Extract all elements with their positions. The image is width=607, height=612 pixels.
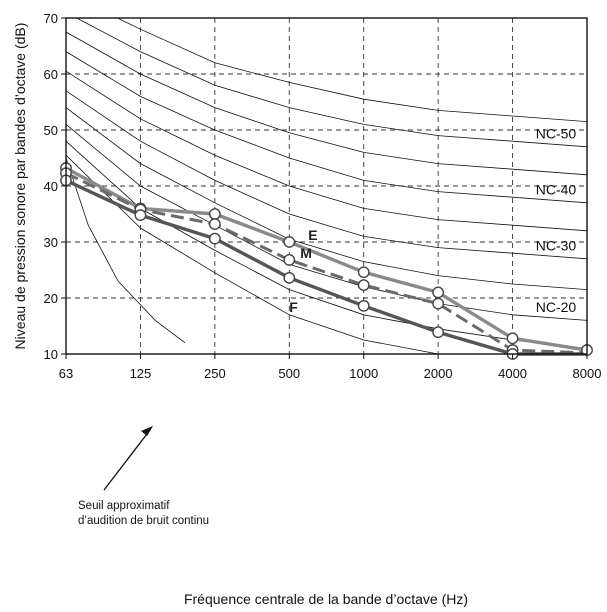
y-tick-label: 50 — [44, 123, 58, 138]
x-tick-label: 1000 — [349, 366, 378, 381]
nc-curve-line — [66, 70, 587, 232]
series-point-m — [208, 218, 221, 230]
threshold-curve-line — [66, 157, 186, 344]
annotation-line-2: d’audition de bruit continu — [78, 515, 209, 527]
x-tick-label: 8000 — [573, 366, 602, 381]
series-point-e — [432, 286, 445, 299]
nc-curve-line — [66, 124, 587, 321]
nc-curve-label: NC-20 — [536, 299, 577, 315]
nc-curve-line — [66, 154, 587, 354]
x-tick-label: 500 — [278, 366, 300, 381]
x-tick-label: 125 — [130, 366, 152, 381]
x-tick-label: 250 — [204, 366, 226, 381]
series-point-f — [208, 232, 221, 245]
annotation-line-1: Seuil approximatif — [78, 500, 170, 512]
series-point-f — [357, 299, 370, 312]
measured-series: EM F — [60, 162, 593, 360]
y-tick-label: 40 — [44, 179, 58, 194]
series-label-e: E — [308, 227, 317, 243]
series-point-e — [357, 266, 370, 279]
nc-curve-line — [66, 31, 587, 176]
y-tick-label: 30 — [44, 235, 58, 250]
x-tick-label: 63 — [59, 366, 73, 381]
y-tick-label: 20 — [44, 291, 58, 306]
nc-curve-label: NC-40 — [536, 182, 577, 198]
annotation-arrow — [103, 429, 151, 491]
series-point-m — [283, 254, 296, 266]
y-tick-label: 10 — [44, 347, 58, 362]
nc-curve-line — [66, 51, 587, 204]
series-point-e — [208, 208, 221, 220]
nc-curve-line — [116, 18, 587, 122]
series-point-f — [134, 209, 147, 222]
series-point-m — [357, 279, 370, 292]
series-point-m — [432, 297, 445, 310]
series-label-f: F — [289, 299, 298, 315]
series-line-m — [65, 171, 588, 355]
hearing-threshold-curve — [66, 157, 186, 344]
nc-curve-label: NC-50 — [536, 126, 577, 142]
y-tick-label: 60 — [44, 67, 58, 82]
y-axis-title: Niveau de pression sonore par bandes d’o… — [12, 23, 28, 350]
nc-curves — [66, 18, 587, 354]
axis-ticks: 63 125 250 500 1000 2000 4000 8000 10 20 30 40 50 60 7… — [44, 11, 602, 381]
nc-curve-line — [66, 140, 587, 349]
annotation-arrowhead — [141, 426, 153, 436]
series-point-e — [283, 236, 296, 248]
x-axis-title: Fréquence centrale de la bande d’octave … — [184, 591, 468, 607]
x-tick-label: 4000 — [498, 366, 527, 381]
series-line-e — [65, 166, 588, 352]
series-point-f — [283, 271, 296, 284]
series-point-e — [506, 332, 519, 345]
series-line-f — [65, 178, 587, 356]
nc-curve-line — [75, 18, 587, 148]
nc-curve-line — [66, 107, 587, 290]
y-tick-label: 70 — [44, 11, 58, 26]
x-tick-label: 2000 — [424, 366, 453, 381]
grid — [66, 18, 587, 354]
series-label-m: M — [300, 245, 312, 261]
nc-curve-line — [66, 90, 587, 260]
nc-curve-label: NC-30 — [536, 238, 577, 254]
series-point-f — [432, 326, 445, 339]
threshold-annotation: Seuil approximatif d’audition de bruit c… — [78, 426, 209, 527]
